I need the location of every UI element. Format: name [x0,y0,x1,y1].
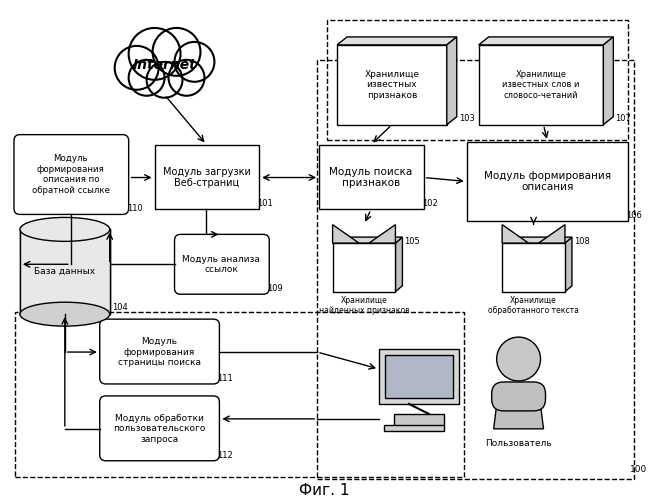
Text: Модуль анализа
ссылок: Модуль анализа ссылок [183,254,261,274]
Text: 111: 111 [217,374,233,383]
Polygon shape [565,237,572,292]
Circle shape [168,60,205,96]
Bar [394,414,444,426]
Text: 105: 105 [404,237,420,246]
Bar [467,142,629,222]
Text: Пользователь: Пользователь [485,440,552,448]
Polygon shape [337,37,457,45]
Text: 104: 104 [112,303,127,312]
Text: 103: 103 [459,114,474,122]
Text: Фиг. 1: Фиг. 1 [299,483,349,498]
Text: 100: 100 [630,464,647,473]
Polygon shape [333,237,402,243]
Text: Модуль поиска
признаков: Модуль поиска признаков [330,166,413,188]
Bar [478,45,603,124]
Text: Internet: Internet [133,58,196,72]
Polygon shape [493,389,543,429]
Text: Модуль
формирования
описания по
обратной ссылке: Модуль формирования описания по обратной… [32,154,110,194]
Text: Модуль обработки
пользовательского
запроса: Модуль обработки пользовательского запро… [113,414,206,444]
Bar [317,60,634,478]
Ellipse shape [20,302,110,326]
Polygon shape [539,224,565,243]
Bar [333,243,395,292]
Text: 109: 109 [267,284,283,293]
Circle shape [129,28,181,80]
Text: 112: 112 [217,451,233,460]
Bar [319,144,424,210]
Polygon shape [447,37,457,124]
Text: 108: 108 [574,237,590,246]
Ellipse shape [20,218,110,242]
Text: 107: 107 [616,114,631,122]
Polygon shape [502,237,572,243]
Bar [502,243,565,292]
Bar [20,230,110,314]
Text: Модуль загрузки
Веб-страниц: Модуль загрузки Веб-страниц [162,166,250,188]
Bar [20,230,110,314]
Polygon shape [502,224,528,243]
Circle shape [174,42,214,82]
Text: Модуль формирования
описания: Модуль формирования описания [484,170,611,192]
Bar [337,45,447,124]
Bar [327,20,629,140]
Text: 101: 101 [257,200,273,208]
Bar [155,144,259,210]
Text: Хранилище
известных
признаков: Хранилище известных признаков [365,70,419,100]
FancyBboxPatch shape [491,382,545,411]
Circle shape [129,60,164,96]
FancyBboxPatch shape [99,319,220,384]
Text: Хранилище
известных слов и
словосо-четаний: Хранилище известных слов и словосо-четан… [502,70,580,100]
Text: База данных: База данных [34,268,96,276]
Circle shape [147,62,183,98]
Text: Модуль
формирования
страницы поиска: Модуль формирования страницы поиска [118,337,201,367]
Text: 102: 102 [422,200,437,208]
Bar [15,312,463,476]
Polygon shape [369,224,395,243]
FancyBboxPatch shape [14,134,129,214]
Circle shape [114,46,159,90]
Bar [385,355,453,398]
Text: 106: 106 [627,212,642,220]
Bar [384,425,444,431]
Polygon shape [395,237,402,292]
Text: Хранилище
обработанного текста: Хранилище обработанного текста [488,296,579,315]
Circle shape [497,337,541,381]
Polygon shape [603,37,614,124]
FancyBboxPatch shape [174,234,269,294]
Polygon shape [333,224,359,243]
FancyBboxPatch shape [99,396,220,461]
Circle shape [153,28,200,76]
Text: Хранилище
найденных признаков: Хранилище найденных признаков [318,296,410,315]
Polygon shape [478,37,614,45]
Text: 110: 110 [127,204,142,214]
Bar [379,349,459,404]
